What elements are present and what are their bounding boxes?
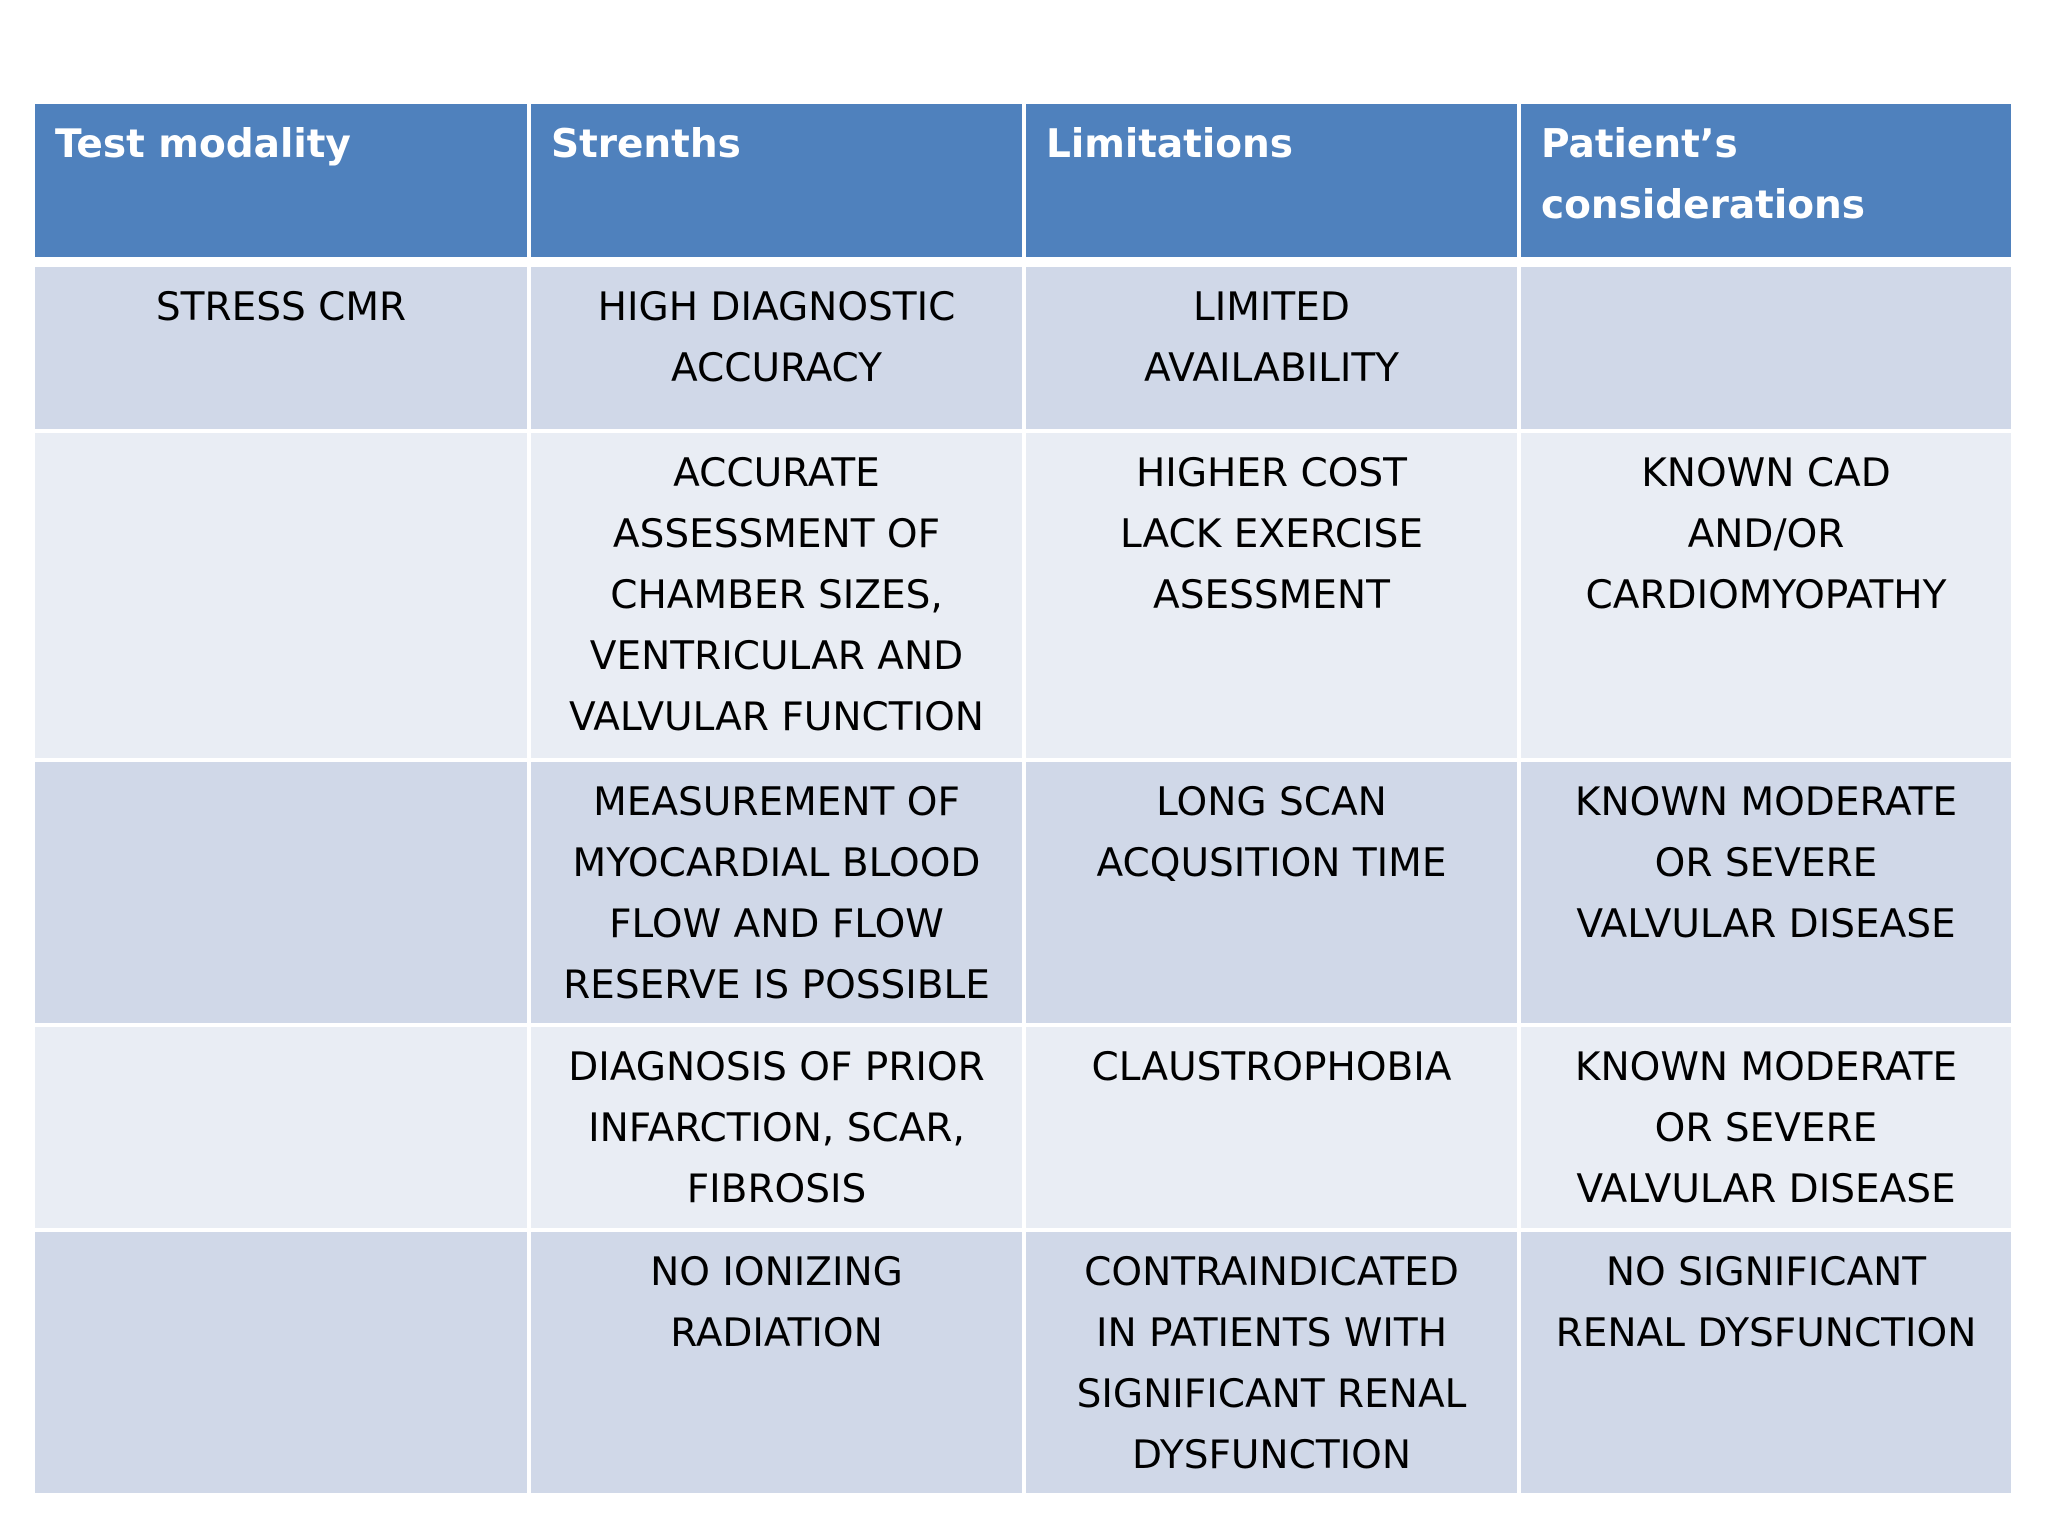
cell-text: INFARCTION, SCAR, <box>588 1106 965 1151</box>
cell-text: FIBROSIS <box>686 1167 867 1212</box>
cell-text: RESERVE IS POSSIBLE <box>563 963 990 1008</box>
table-cell: NO SIGNIFICANT RENAL DYSFUNCTION <box>1521 1232 2011 1493</box>
table-cell: LIMITED AVAILABILITY <box>1026 267 1517 429</box>
table-cell <box>35 1232 527 1493</box>
cell-text: MYOCARDIAL BLOOD <box>572 841 981 886</box>
cell-text: CLAUSTROPHOBIA <box>1091 1045 1452 1090</box>
cell-text: ASESSMENT <box>1153 573 1390 618</box>
cell-text: KNOWN CAD <box>1641 451 1891 496</box>
cell-text: RENAL DYSFUNCTION <box>1555 1311 1977 1356</box>
cell-text: CHAMBER SIZES, <box>610 573 943 618</box>
cell-text: KNOWN MODERATE <box>1574 1045 1958 1090</box>
cell-text: MEASUREMENT OF <box>593 780 960 825</box>
table-cell: DIAGNOSIS OF PRIOR INFARCTION, SCAR, FIBRO… <box>531 1027 1022 1228</box>
table-cell: LONG SCAN ACQUSITION TIME <box>1026 762 1517 1023</box>
cell-text: LACK EXERCISE <box>1119 512 1424 557</box>
header-cell: Limitations <box>1026 104 1517 257</box>
cell-text: ACQUSITION TIME <box>1096 841 1447 886</box>
cell-text: DYSFUNCTION <box>1131 1433 1412 1478</box>
cell-text: RADIATION <box>670 1311 883 1356</box>
cell-text: VALVULAR FUNCTION <box>569 695 984 740</box>
table-cell: KNOWN MODERATE OR SEVERE VALVULAR DISEASE <box>1521 1027 2011 1228</box>
table-cell: CLAUSTROPHOBIA <box>1026 1027 1517 1228</box>
cell-text: STRESS CMR <box>155 285 407 330</box>
cell-text: NO SIGNIFICANT <box>1605 1250 1927 1295</box>
header-cell: Test modality <box>35 104 527 257</box>
cell-text: LIMITED <box>1193 285 1350 330</box>
cell-text: OR SEVERE <box>1654 1106 1878 1151</box>
table-cell: HIGH DIAGNOSTIC ACCURACY <box>531 267 1022 429</box>
cell-text: VENTRICULAR AND <box>589 634 964 679</box>
cell-text: VALVULAR DISEASE <box>1576 1167 1956 1212</box>
cell-text: CONTRAINDICATED <box>1084 1250 1459 1295</box>
cell-text: DIAGNOSIS OF PRIOR <box>568 1045 985 1090</box>
table-cell: HIGHER COST LACK EXERCISE ASESSMENT <box>1026 433 1517 758</box>
cell-text: IN PATIENTS WITH <box>1095 1311 1448 1356</box>
cell-text: ACCURACY <box>671 346 882 391</box>
cell-text: CARDIOMYOPATHY <box>1585 573 1947 618</box>
cell-text: Patient’s <box>1541 122 1738 167</box>
cell-text: AND/OR <box>1687 512 1845 557</box>
cell-text: HIGHER COST <box>1135 451 1408 496</box>
table-cell: CONTRAINDICATED IN PATIENTS WITH SIGNIFICA… <box>1026 1232 1517 1493</box>
cell-text: FLOW AND FLOW <box>609 902 944 947</box>
table-cell <box>35 762 527 1023</box>
cell-text: AVAILABILITY <box>1144 346 1399 391</box>
cell-text: considerations <box>1541 183 1865 228</box>
table-cell <box>35 1027 527 1228</box>
table-cell <box>1521 267 2011 429</box>
cell-text: HIGH DIAGNOSTIC <box>597 285 956 330</box>
table-cell: STRESS CMR <box>35 267 527 429</box>
cell-text: Test modality <box>55 122 351 167</box>
cell-text: LONG SCAN <box>1156 780 1387 825</box>
cell-text: Limitations <box>1046 122 1293 167</box>
table-cell <box>35 433 527 758</box>
table-cell: KNOWN CAD AND/OR CARDIOMYOPATHY <box>1521 433 2011 758</box>
cell-text: KNOWN MODERATE <box>1574 780 1958 825</box>
header-cell: Strenths <box>531 104 1022 257</box>
cell-text: ACCURATE <box>673 451 880 496</box>
table-cell: ACCURATE ASSESSMENT OF CHAMBER SIZES, VENTR… <box>531 433 1022 758</box>
cell-text: VALVULAR DISEASE <box>1576 902 1956 947</box>
cell-text: Strenths <box>551 122 741 167</box>
cell-text: ASSESSMENT OF <box>612 512 941 557</box>
table-cell: MEASUREMENT OF MYOCARDIAL BLOOD FLOW AND F… <box>531 762 1022 1023</box>
table-cell: KNOWN MODERATE OR SEVERE VALVULAR DISEASE <box>1521 762 2011 1023</box>
cell-text: SIGNIFICANT RENAL <box>1076 1372 1467 1417</box>
table-cell: NO IONIZING RADIATION <box>531 1232 1022 1493</box>
cell-text: OR SEVERE <box>1654 841 1878 886</box>
header-cell: Patient’s considerations <box>1521 104 2011 257</box>
cell-text: NO IONIZING <box>650 1250 903 1295</box>
